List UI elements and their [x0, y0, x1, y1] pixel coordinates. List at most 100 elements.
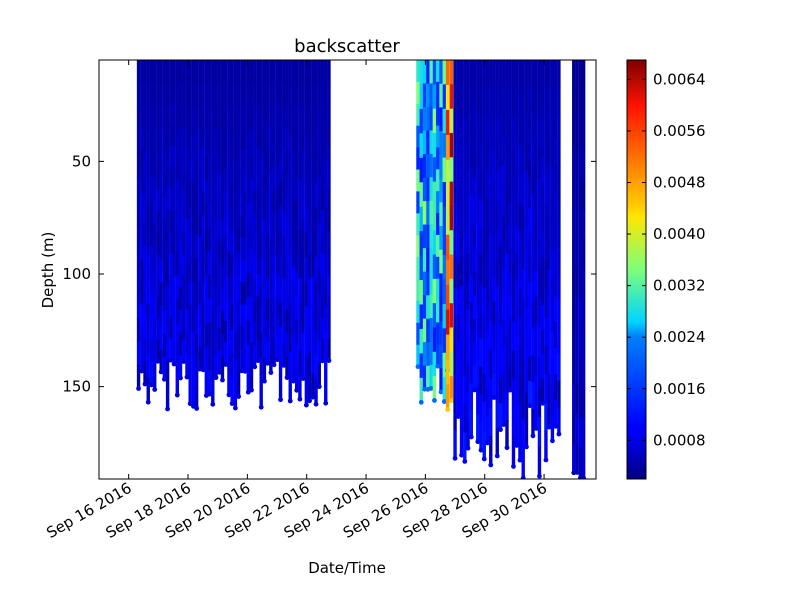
backscatter-point: [553, 400, 558, 427]
backscatter-point: [285, 241, 289, 265]
backscatter-point: [204, 60, 209, 85]
backscatter-point: [198, 324, 202, 348]
backscatter-point: [175, 155, 179, 181]
backscatter-point: [223, 299, 228, 322]
backscatter-point: [304, 133, 309, 160]
backscatter-point: [419, 304, 423, 330]
backscatter-point: [511, 205, 516, 235]
backscatter-point: [236, 252, 241, 277]
backscatter-point: [416, 169, 420, 193]
backscatter-point: [544, 88, 548, 118]
backscatter-point: [207, 298, 212, 324]
backscatter-point: [575, 118, 579, 149]
backscatter-point: [159, 60, 163, 83]
profile-end-point: [452, 455, 458, 461]
backscatter-point: [191, 158, 196, 185]
backscatter-point: [272, 60, 276, 83]
backscatter-point: [156, 275, 160, 298]
backscatter-point: [156, 124, 160, 147]
backscatter-point: [291, 312, 296, 336]
backscatter-point: [439, 131, 443, 156]
backscatter-point: [537, 89, 542, 121]
backscatter-point: [508, 60, 512, 85]
backscatter-point: [240, 237, 244, 261]
backscatter-point: [436, 125, 440, 149]
backscatter-point: [521, 418, 525, 449]
backscatter-point: [291, 266, 296, 290]
backscatter-point: [243, 126, 247, 150]
backscatter-point: [236, 228, 241, 253]
backscatter-point: [185, 286, 189, 310]
backscatter-point: [502, 138, 506, 165]
backscatter-point: [479, 199, 483, 228]
backscatter-point: [149, 176, 154, 200]
backscatter-point: [175, 60, 179, 85]
backscatter-point: [259, 382, 263, 408]
backscatter-point: [301, 242, 305, 266]
backscatter-point: [265, 81, 270, 104]
backscatter-point: [453, 316, 457, 346]
backscatter-point: [419, 157, 423, 183]
backscatter-point: [314, 182, 318, 209]
backscatter-point: [191, 332, 196, 358]
backscatter-point: [578, 298, 583, 330]
backscatter-point: [220, 128, 225, 153]
backscatter-point: [550, 413, 555, 442]
backscatter-point: [320, 81, 325, 104]
backscatter-point: [534, 60, 538, 87]
backscatter-point: [220, 265, 225, 290]
backscatter-point: [498, 297, 503, 325]
backscatter-point: [453, 202, 457, 232]
backscatter-point: [557, 300, 561, 328]
backscatter-point: [207, 274, 212, 300]
backscatter-point: [463, 260, 467, 290]
backscatter-point: [240, 282, 244, 305]
backscatter-point: [191, 84, 196, 111]
backscatter-point: [262, 220, 267, 245]
backscatter-point: [485, 60, 490, 88]
backscatter-point: [456, 136, 461, 163]
backscatter-point: [439, 107, 443, 132]
backscatter-point: [146, 157, 150, 183]
backscatter-point: [291, 335, 296, 359]
backscatter-point: [515, 280, 519, 309]
backscatter-point: [291, 358, 296, 382]
backscatter-point: [498, 192, 503, 220]
profile-end-point: [546, 424, 552, 430]
backscatter-point: [172, 168, 176, 191]
backscatter-point: [275, 295, 280, 318]
backscatter-point: [275, 167, 280, 190]
backscatter-point: [547, 400, 551, 428]
profile-end-point: [187, 401, 193, 407]
backscatter-point: [320, 102, 325, 126]
backscatter-point: [230, 305, 234, 331]
backscatter-point: [259, 283, 263, 309]
backscatter-point: [511, 60, 516, 90]
backscatter-point: [211, 256, 215, 282]
backscatter-point: [149, 152, 154, 177]
backscatter-point: [307, 133, 312, 158]
backscatter-point: [524, 363, 529, 393]
backscatter-point: [531, 274, 535, 303]
backscatter-point: [269, 104, 273, 128]
backscatter-point: [233, 333, 238, 359]
colorbar-tick-label: 0.0048: [653, 173, 706, 191]
backscatter-point: [581, 60, 586, 91]
backscatter-point: [172, 277, 176, 300]
backscatter-point: [201, 126, 205, 150]
backscatter-point: [518, 117, 522, 147]
backscatter-point: [217, 193, 221, 217]
backscatter-point: [531, 247, 535, 276]
backscatter-point: [515, 87, 519, 116]
backscatter-point: [307, 303, 312, 329]
backscatter-point: [511, 379, 516, 409]
backscatter-point: [236, 348, 241, 374]
profile-end-point: [178, 375, 183, 381]
profile-end-point: [445, 407, 451, 412]
backscatter-point: [169, 167, 173, 190]
backscatter-point: [188, 379, 192, 405]
backscatter-point: [143, 222, 147, 246]
profile-end-point: [553, 423, 559, 429]
backscatter-point: [476, 196, 480, 225]
profile-end-point: [229, 401, 235, 406]
